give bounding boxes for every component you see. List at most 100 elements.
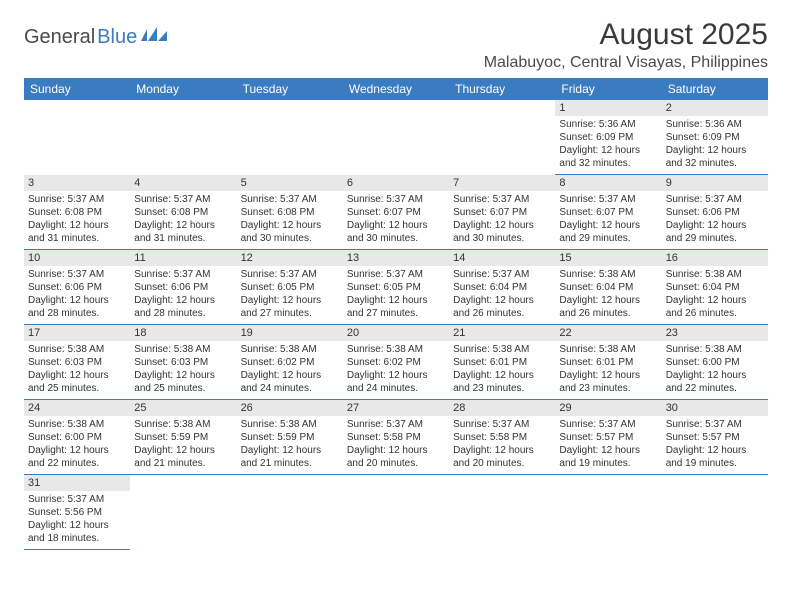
calendar-cell <box>237 100 343 175</box>
day-number: 23 <box>662 325 768 341</box>
day-number: 12 <box>237 250 343 266</box>
day-number: 7 <box>449 175 555 191</box>
calendar-week-row: 31Sunrise: 5:37 AMSunset: 5:56 PMDayligh… <box>24 475 768 550</box>
calendar-cell: 9Sunrise: 5:37 AMSunset: 6:06 PMDaylight… <box>662 175 768 250</box>
day-number: 18 <box>130 325 236 341</box>
day-number: 11 <box>130 250 236 266</box>
day-details: Sunrise: 5:37 AMSunset: 6:07 PMDaylight:… <box>555 191 661 249</box>
day-number: 28 <box>449 400 555 416</box>
calendar-cell: 1Sunrise: 5:36 AMSunset: 6:09 PMDaylight… <box>555 100 661 175</box>
calendar-cell <box>343 475 449 550</box>
day-header: Friday <box>555 78 661 100</box>
day-details: Sunrise: 5:37 AMSunset: 6:05 PMDaylight:… <box>343 266 449 324</box>
day-details: Sunrise: 5:38 AMSunset: 6:02 PMDaylight:… <box>237 341 343 399</box>
day-details: Sunrise: 5:36 AMSunset: 6:09 PMDaylight:… <box>662 116 768 174</box>
calendar-cell: 12Sunrise: 5:37 AMSunset: 6:05 PMDayligh… <box>237 250 343 325</box>
calendar-header-row: SundayMondayTuesdayWednesdayThursdayFrid… <box>24 78 768 100</box>
calendar-cell: 18Sunrise: 5:38 AMSunset: 6:03 PMDayligh… <box>130 325 236 400</box>
day-number: 14 <box>449 250 555 266</box>
calendar-cell <box>237 475 343 550</box>
day-header: Sunday <box>24 78 130 100</box>
day-details: Sunrise: 5:37 AMSunset: 6:07 PMDaylight:… <box>343 191 449 249</box>
calendar-cell: 21Sunrise: 5:38 AMSunset: 6:01 PMDayligh… <box>449 325 555 400</box>
day-details: Sunrise: 5:38 AMSunset: 6:03 PMDaylight:… <box>130 341 236 399</box>
day-number: 30 <box>662 400 768 416</box>
day-details: Sunrise: 5:38 AMSunset: 6:03 PMDaylight:… <box>24 341 130 399</box>
day-details: Sunrise: 5:38 AMSunset: 6:00 PMDaylight:… <box>24 416 130 474</box>
calendar-cell: 30Sunrise: 5:37 AMSunset: 5:57 PMDayligh… <box>662 400 768 475</box>
calendar-week-row: 1Sunrise: 5:36 AMSunset: 6:09 PMDaylight… <box>24 100 768 175</box>
calendar-week-row: 24Sunrise: 5:38 AMSunset: 6:00 PMDayligh… <box>24 400 768 475</box>
day-number: 17 <box>24 325 130 341</box>
calendar-week-row: 3Sunrise: 5:37 AMSunset: 6:08 PMDaylight… <box>24 175 768 250</box>
page-title: August 2025 <box>484 18 768 52</box>
calendar-cell: 27Sunrise: 5:37 AMSunset: 5:58 PMDayligh… <box>343 400 449 475</box>
day-number: 29 <box>555 400 661 416</box>
day-details: Sunrise: 5:37 AMSunset: 6:07 PMDaylight:… <box>449 191 555 249</box>
day-header: Tuesday <box>237 78 343 100</box>
calendar-cell: 14Sunrise: 5:37 AMSunset: 6:04 PMDayligh… <box>449 250 555 325</box>
day-details: Sunrise: 5:38 AMSunset: 6:04 PMDaylight:… <box>662 266 768 324</box>
calendar-cell: 26Sunrise: 5:38 AMSunset: 5:59 PMDayligh… <box>237 400 343 475</box>
day-details: Sunrise: 5:37 AMSunset: 5:57 PMDaylight:… <box>555 416 661 474</box>
calendar-week-row: 17Sunrise: 5:38 AMSunset: 6:03 PMDayligh… <box>24 325 768 400</box>
day-number: 3 <box>24 175 130 191</box>
day-details: Sunrise: 5:38 AMSunset: 5:59 PMDaylight:… <box>130 416 236 474</box>
calendar-cell <box>449 100 555 175</box>
calendar-cell <box>130 100 236 175</box>
day-details: Sunrise: 5:37 AMSunset: 5:58 PMDaylight:… <box>449 416 555 474</box>
calendar-cell: 7Sunrise: 5:37 AMSunset: 6:07 PMDaylight… <box>449 175 555 250</box>
calendar-cell <box>449 475 555 550</box>
title-block: August 2025 Malabuyoc, Central Visayas, … <box>484 18 768 72</box>
calendar-cell: 31Sunrise: 5:37 AMSunset: 5:56 PMDayligh… <box>24 475 130 550</box>
calendar-cell: 20Sunrise: 5:38 AMSunset: 6:02 PMDayligh… <box>343 325 449 400</box>
calendar-cell: 8Sunrise: 5:37 AMSunset: 6:07 PMDaylight… <box>555 175 661 250</box>
day-details: Sunrise: 5:37 AMSunset: 6:08 PMDaylight:… <box>237 191 343 249</box>
calendar-cell: 25Sunrise: 5:38 AMSunset: 5:59 PMDayligh… <box>130 400 236 475</box>
day-details: Sunrise: 5:37 AMSunset: 6:06 PMDaylight:… <box>662 191 768 249</box>
day-number: 25 <box>130 400 236 416</box>
calendar-cell: 5Sunrise: 5:37 AMSunset: 6:08 PMDaylight… <box>237 175 343 250</box>
day-details: Sunrise: 5:38 AMSunset: 6:01 PMDaylight:… <box>449 341 555 399</box>
page-subtitle: Malabuyoc, Central Visayas, Philippines <box>484 54 768 72</box>
calendar-cell: 3Sunrise: 5:37 AMSunset: 6:08 PMDaylight… <box>24 175 130 250</box>
day-number: 15 <box>555 250 661 266</box>
day-number: 20 <box>343 325 449 341</box>
day-number: 8 <box>555 175 661 191</box>
calendar-cell <box>343 100 449 175</box>
day-number: 9 <box>662 175 768 191</box>
day-header: Wednesday <box>343 78 449 100</box>
calendar-cell: 23Sunrise: 5:38 AMSunset: 6:00 PMDayligh… <box>662 325 768 400</box>
day-number: 22 <box>555 325 661 341</box>
day-details: Sunrise: 5:37 AMSunset: 6:08 PMDaylight:… <box>24 191 130 249</box>
calendar-cell: 29Sunrise: 5:37 AMSunset: 5:57 PMDayligh… <box>555 400 661 475</box>
day-details: Sunrise: 5:37 AMSunset: 6:08 PMDaylight:… <box>130 191 236 249</box>
logo: GeneralBlue <box>24 26 167 49</box>
day-details: Sunrise: 5:38 AMSunset: 6:02 PMDaylight:… <box>343 341 449 399</box>
day-number: 24 <box>24 400 130 416</box>
calendar-cell: 13Sunrise: 5:37 AMSunset: 6:05 PMDayligh… <box>343 250 449 325</box>
calendar-cell: 17Sunrise: 5:38 AMSunset: 6:03 PMDayligh… <box>24 325 130 400</box>
day-details: Sunrise: 5:37 AMSunset: 5:58 PMDaylight:… <box>343 416 449 474</box>
logo-text-general: General <box>24 26 95 49</box>
calendar-cell <box>24 100 130 175</box>
day-number: 16 <box>662 250 768 266</box>
calendar-cell <box>130 475 236 550</box>
day-details: Sunrise: 5:37 AMSunset: 6:06 PMDaylight:… <box>130 266 236 324</box>
day-details: Sunrise: 5:37 AMSunset: 5:56 PMDaylight:… <box>24 491 130 549</box>
day-details: Sunrise: 5:38 AMSunset: 6:01 PMDaylight:… <box>555 341 661 399</box>
calendar-cell: 15Sunrise: 5:38 AMSunset: 6:04 PMDayligh… <box>555 250 661 325</box>
calendar-cell <box>555 475 661 550</box>
day-details: Sunrise: 5:38 AMSunset: 5:59 PMDaylight:… <box>237 416 343 474</box>
day-number: 13 <box>343 250 449 266</box>
calendar-cell: 11Sunrise: 5:37 AMSunset: 6:06 PMDayligh… <box>130 250 236 325</box>
calendar-cell: 16Sunrise: 5:38 AMSunset: 6:04 PMDayligh… <box>662 250 768 325</box>
day-number: 6 <box>343 175 449 191</box>
day-details: Sunrise: 5:38 AMSunset: 6:04 PMDaylight:… <box>555 266 661 324</box>
calendar-cell: 6Sunrise: 5:37 AMSunset: 6:07 PMDaylight… <box>343 175 449 250</box>
day-number: 10 <box>24 250 130 266</box>
day-number: 26 <box>237 400 343 416</box>
day-number: 27 <box>343 400 449 416</box>
calendar-cell <box>662 475 768 550</box>
day-number: 31 <box>24 475 130 491</box>
